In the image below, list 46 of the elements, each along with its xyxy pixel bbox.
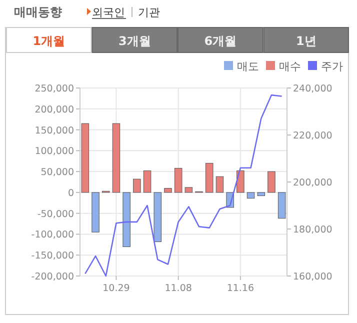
bar (216, 176, 224, 193)
tab: 1년 (263, 27, 349, 53)
bar (92, 192, 100, 232)
tab: 3개월 (92, 27, 178, 53)
y2-tick-label: 180,000 (293, 224, 332, 236)
bar (154, 192, 162, 242)
legend-label: 주가 (321, 60, 343, 73)
y-tick-label: -50,000 (37, 208, 74, 220)
bar (112, 123, 120, 193)
y-tick-label: 200,000 (34, 104, 74, 116)
x-tick-label: 11.16 (226, 283, 254, 294)
y-tick-label: 0 (68, 188, 74, 199)
chart-title: 매매동향 (14, 5, 62, 19)
bar (184, 187, 193, 193)
y-tick-label: 250,000 (34, 84, 74, 94)
bar (133, 178, 141, 193)
text: 기관 (138, 6, 160, 19)
x-tick-label: 11.08 (164, 283, 192, 294)
bar (174, 168, 182, 193)
line-series (84, 94, 282, 277)
text: 외국인 (92, 6, 125, 19)
bar (246, 192, 255, 199)
y2-tick-label: 160,000 (293, 272, 332, 282)
x-tick-label: 10.29 (102, 283, 130, 294)
legend-label: 매수 (279, 60, 301, 73)
bar (257, 192, 265, 196)
legend-label: 매도 (237, 60, 259, 73)
tab: 1개월 (6, 27, 92, 53)
y-tick-label: -200,000 (31, 272, 74, 282)
bar (206, 162, 214, 193)
y-tick-label: 150,000 (34, 125, 74, 136)
bar (143, 170, 152, 193)
bar (268, 171, 276, 193)
y2-tick-label: 240,000 (293, 84, 332, 94)
bar (278, 192, 286, 219)
y-tick-label: 50,000 (40, 167, 74, 178)
y2-tick-label: 200,000 (293, 178, 332, 188)
bar (164, 188, 172, 193)
y2-tick-label: 220,000 (293, 130, 332, 142)
y-tick-label: -100,000 (31, 230, 74, 241)
y-tick-label: 100,000 (34, 146, 74, 158)
bar (81, 123, 90, 193)
y-tick-label: -150,000 (31, 250, 74, 262)
bar (236, 170, 244, 193)
tab: 6개월 (178, 27, 264, 53)
bar (122, 192, 130, 248)
